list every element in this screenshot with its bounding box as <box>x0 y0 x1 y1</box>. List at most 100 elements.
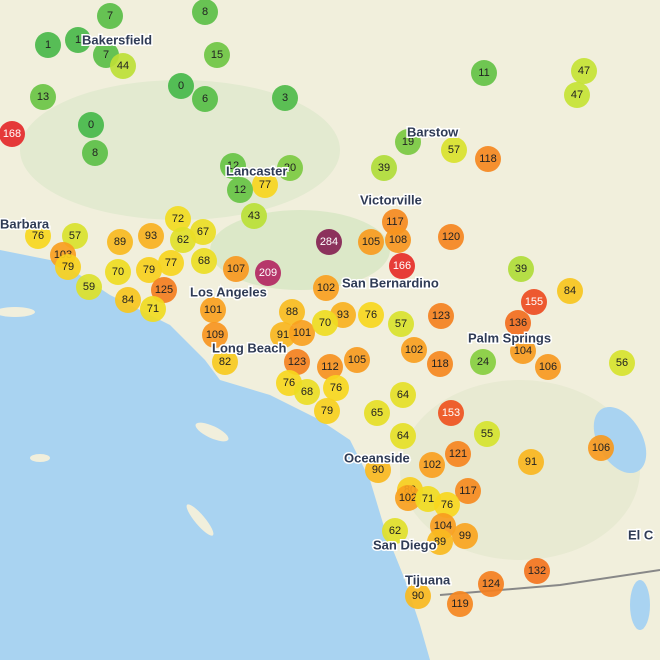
island <box>195 422 229 442</box>
aqi-value: 93 <box>337 309 349 321</box>
aqi-circle <box>140 296 166 322</box>
aqi-marker: 11 <box>471 60 497 86</box>
aqi-circle <box>571 58 597 84</box>
aqi-marker: 62 <box>170 227 196 253</box>
aqi-value: 99 <box>459 530 471 542</box>
aqi-circle <box>200 297 226 323</box>
aqi-value: 64 <box>397 389 409 401</box>
aqi-circle <box>455 478 481 504</box>
aqi-marker: 70 <box>312 310 338 336</box>
aqi-marker: 91 <box>270 322 296 348</box>
aqi-marker: 91 <box>518 449 544 475</box>
aqi-circle <box>510 338 536 364</box>
aqi-circle <box>0 121 25 147</box>
aqi-circle <box>110 53 136 79</box>
aqi-value: 62 <box>177 234 189 246</box>
aqi-marker: 117 <box>455 478 481 504</box>
aqi-marker: 3 <box>272 85 298 111</box>
aqi-value: 105 <box>348 354 366 366</box>
city-label: Bakersfield <box>82 33 152 48</box>
aqi-marker: 106 <box>588 435 614 461</box>
aqi-marker: 1 <box>65 27 91 53</box>
aqi-circle <box>323 375 349 401</box>
aqi-value: 77 <box>259 179 271 191</box>
aqi-circle <box>438 224 464 250</box>
aqi-circle <box>428 303 454 329</box>
aqi-marker: 155 <box>521 289 547 315</box>
aqi-marker: 12 <box>227 177 253 203</box>
aqi-value: 104 <box>514 345 532 357</box>
aqi-circle <box>227 177 253 203</box>
aqi-circle <box>289 320 315 346</box>
aqi-marker: 89 <box>107 229 133 255</box>
aqi-circle <box>388 311 414 337</box>
aqi-marker: 84 <box>557 278 583 304</box>
aqi-circle <box>358 229 384 255</box>
city-label: Barbara <box>0 217 50 232</box>
aqi-marker: 77 <box>252 172 278 198</box>
aqi-circle <box>390 382 416 408</box>
aqi-marker: 93 <box>138 223 164 249</box>
aqi-marker: 0 <box>78 112 104 138</box>
aqi-circle <box>294 379 320 405</box>
aqi-value: 102 <box>423 459 441 471</box>
aqi-marker: 120 <box>438 224 464 250</box>
lake <box>630 580 650 630</box>
aqi-value: 57 <box>448 144 460 156</box>
aqi-value: 104 <box>434 520 452 532</box>
island <box>30 454 50 462</box>
aqi-value: 8 <box>92 147 98 159</box>
aqi-circle <box>192 86 218 112</box>
aqi-marker: 13 <box>30 84 56 110</box>
aqi-circle <box>371 155 397 181</box>
aqi-value: 62 <box>389 525 401 537</box>
aqi-value: 93 <box>145 230 157 242</box>
aqi-value: 68 <box>198 255 210 267</box>
aqi-marker: 12 <box>220 153 246 179</box>
aqi-value: 0 <box>178 80 184 92</box>
aqi-circle <box>204 42 230 68</box>
aqi-value: 123 <box>288 356 306 368</box>
aqi-circle <box>316 229 342 255</box>
aqi-circle <box>30 84 56 110</box>
aqi-circle <box>427 529 453 555</box>
aqi-circle <box>65 27 91 53</box>
aqi-marker: 90 <box>365 457 391 483</box>
aqi-value: 105 <box>362 236 380 248</box>
aqi-value: 39 <box>515 263 527 275</box>
aqi-circle <box>401 337 427 363</box>
aqi-circle <box>107 229 133 255</box>
aqi-circle <box>470 349 496 375</box>
aqi-marker: 124 <box>478 571 504 597</box>
city-label: Lancaster <box>226 164 287 179</box>
aqi-marker: 71 <box>140 296 166 322</box>
aqi-value: 109 <box>206 329 224 341</box>
aqi-value: 118 <box>431 358 449 370</box>
aqi-circle <box>382 518 408 544</box>
aqi-marker: 284 <box>316 229 342 255</box>
aqi-circle <box>438 400 464 426</box>
island <box>186 504 214 536</box>
aqi-circle <box>241 203 267 229</box>
city-label: El C <box>628 528 654 543</box>
aqi-circle <box>609 350 635 376</box>
aqi-value: 132 <box>528 565 546 577</box>
aqi-circle <box>535 354 561 380</box>
aqi-marker: 88 <box>279 299 305 325</box>
aqi-value: 70 <box>319 317 331 329</box>
aqi-marker: 84 <box>115 287 141 313</box>
aqi-value: 117 <box>459 485 477 497</box>
aqi-marker: 76 <box>434 492 460 518</box>
aqi-value: 7 <box>107 10 113 22</box>
aqi-value: 90 <box>372 464 384 476</box>
aqi-value: 76 <box>283 377 295 389</box>
city-label: San Diego <box>373 538 437 553</box>
aqi-value: 88 <box>286 306 298 318</box>
aqi-value: 102 <box>317 282 335 294</box>
aqi-marker: 106 <box>535 354 561 380</box>
aqi-circle <box>505 310 531 336</box>
aqi-value: 56 <box>616 357 628 369</box>
aqi-value: 166 <box>393 260 411 272</box>
aqi-circle <box>35 32 61 58</box>
aqi-value: 102 <box>405 344 423 356</box>
